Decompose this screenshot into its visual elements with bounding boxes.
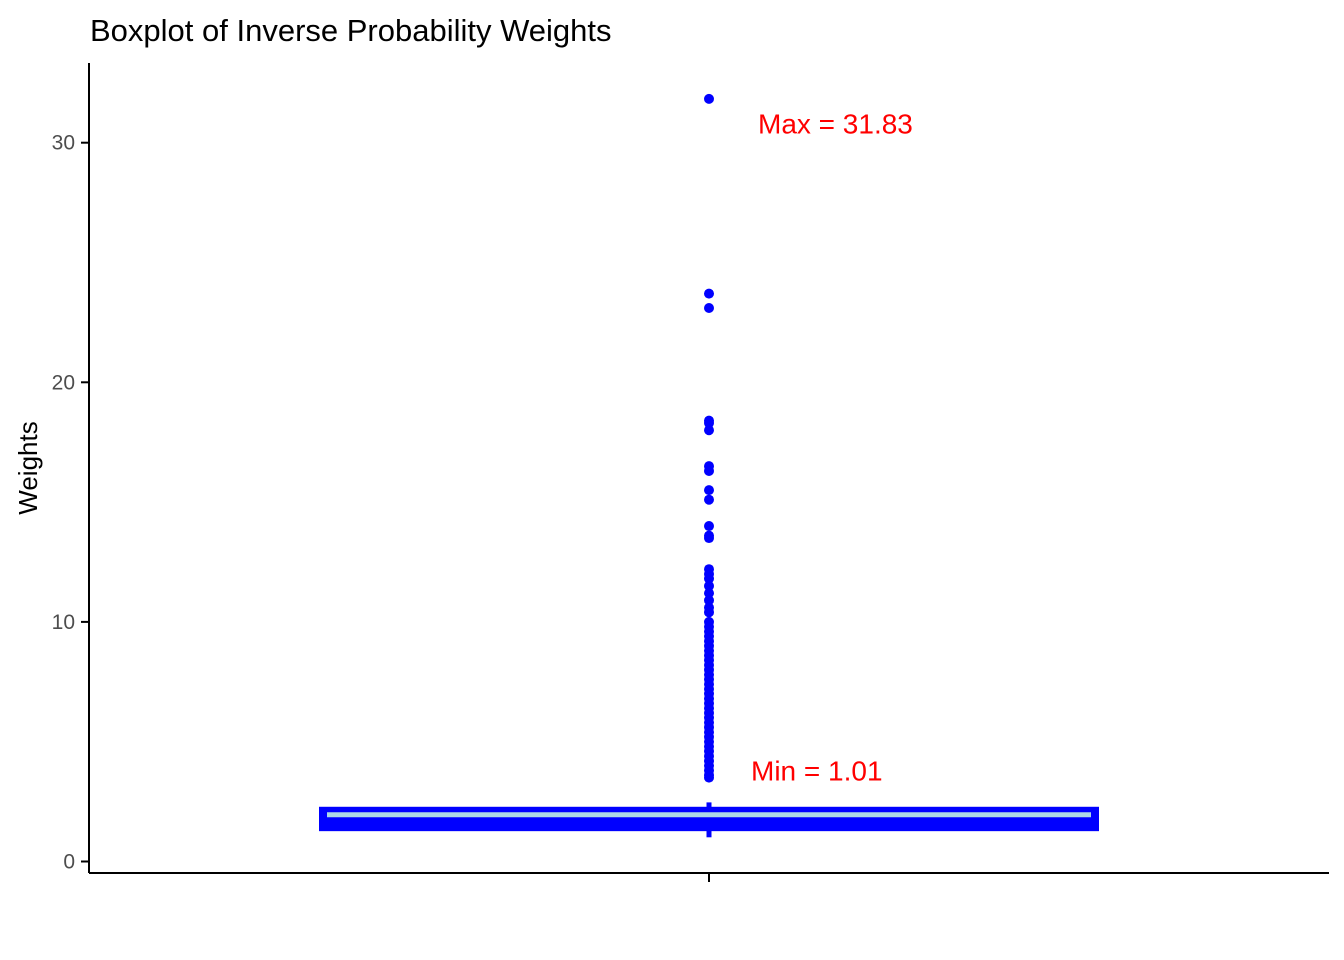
outlier-point bbox=[704, 494, 714, 505]
y-tick-label: 20 bbox=[52, 371, 75, 394]
outlier-point bbox=[704, 580, 714, 591]
outlier-point bbox=[704, 465, 714, 476]
outlier-point bbox=[704, 303, 714, 314]
outlier-point bbox=[704, 573, 714, 584]
outlier-point bbox=[704, 418, 714, 429]
outlier-point bbox=[704, 93, 714, 104]
outlier-point bbox=[704, 288, 714, 299]
outlier-point bbox=[704, 588, 714, 599]
y-axis-label: Weights bbox=[13, 421, 43, 514]
outlier-point bbox=[704, 607, 714, 618]
outlier-point bbox=[704, 425, 714, 436]
y-tick-label: 0 bbox=[63, 851, 75, 874]
outlier-point bbox=[704, 595, 714, 606]
outlier-points bbox=[704, 93, 714, 783]
outlier-point bbox=[704, 485, 714, 496]
outlier-point bbox=[704, 533, 714, 544]
y-tick-label: 30 bbox=[52, 132, 75, 155]
min-annotation: Min = 1.01 bbox=[751, 755, 883, 786]
box-iqr bbox=[319, 806, 1099, 832]
outlier-point bbox=[704, 521, 714, 532]
chart-title: Boxplot of Inverse Probability Weights bbox=[90, 13, 612, 48]
y-tick-label: 10 bbox=[52, 611, 75, 634]
max-annotation: Max = 31.83 bbox=[758, 109, 913, 140]
outlier-point bbox=[704, 772, 714, 783]
